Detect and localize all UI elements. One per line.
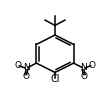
Text: Cl: Cl [50,74,60,84]
Text: N: N [24,63,30,72]
Text: O: O [89,61,96,70]
Text: N: N [80,63,86,72]
Text: O: O [81,72,88,81]
Text: O: O [22,72,29,81]
Text: O: O [14,61,21,70]
